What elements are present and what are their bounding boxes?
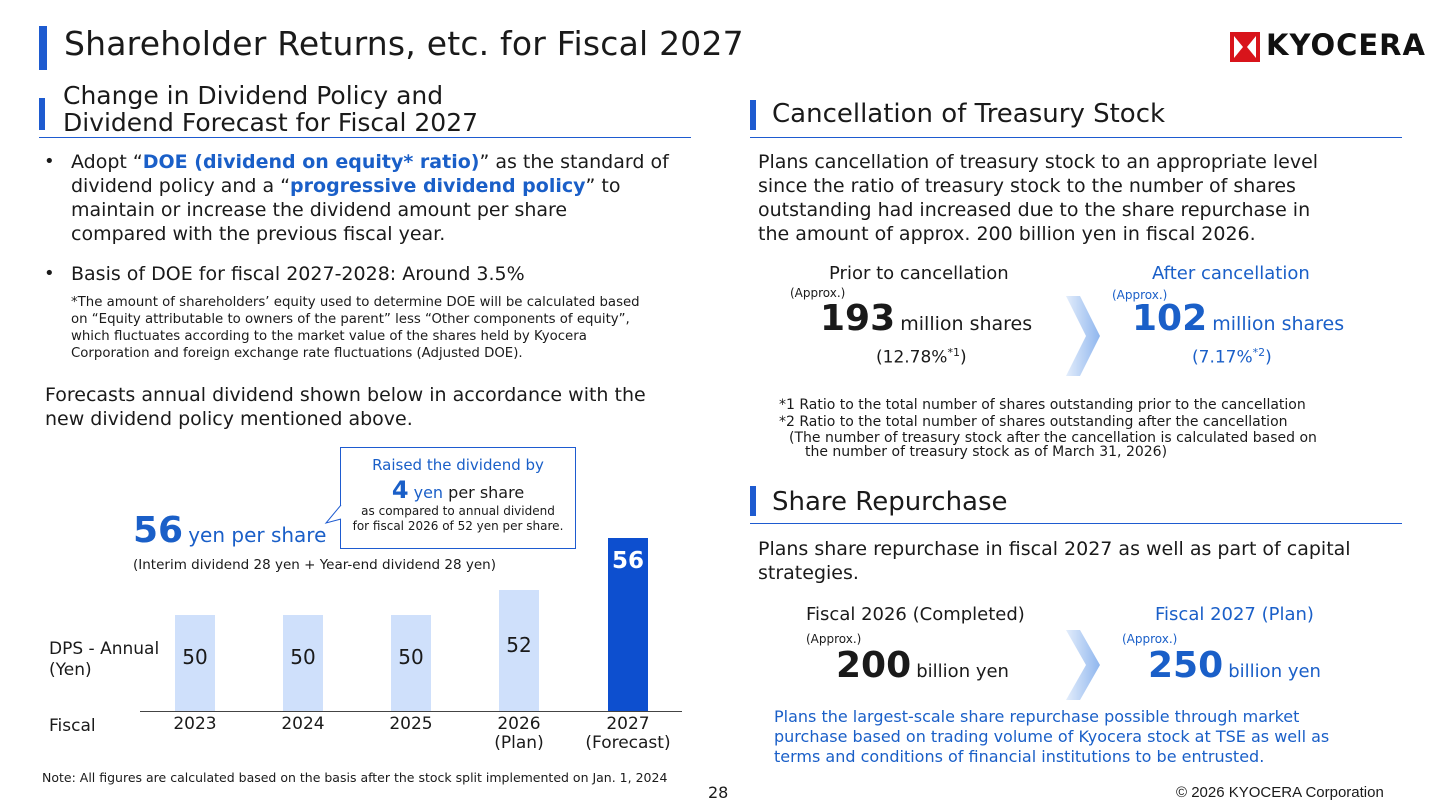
treasury-section-title: Cancellation of Treasury Stock (772, 99, 1166, 129)
fiscal-2027-approx: (Approx.) (1122, 632, 1178, 646)
row-label-fiscal: Fiscal (49, 716, 96, 736)
repurchase-paragraph: Plans share repurchase in fiscal 2027 as… (758, 538, 1351, 584)
bullet-doe-basis: Basis of DOE for fiscal 2027-2028: Aroun… (71, 263, 525, 285)
bar-value-2024: 50 (290, 645, 316, 669)
dividend-section-title: Change in Dividend Policy and Dividend F… (63, 81, 479, 137)
after-cancellation-label: After cancellation (1152, 263, 1310, 284)
repurchase-blue-note: Plans the largest-scale share repurchase… (774, 707, 1330, 766)
repurchase-arrow-icon (1066, 630, 1100, 700)
doe-footnote: *The amount of shareholders’ equity used… (71, 295, 640, 361)
after-shares-value: 102 million shares (1132, 298, 1345, 339)
dividend-accent-bar (39, 98, 45, 130)
bar-2025 (391, 615, 431, 711)
tick-label-2026: 2026 (Plan) (494, 714, 544, 753)
prior-shares-value: 193 million shares (820, 298, 1033, 339)
fiscal-2026-label: Fiscal 2026 (Completed) (806, 604, 1025, 625)
bar-2026 (499, 589, 539, 711)
forecast-text: Forecasts annual dividend shown below in… (45, 384, 646, 430)
bullet-dot-1: • (44, 151, 55, 172)
dividend-section-rule (39, 137, 691, 138)
treasury-section-rule (750, 137, 1402, 138)
kyocera-logo-text: KYOCERA (1266, 28, 1426, 62)
bar-2027 (608, 538, 648, 711)
prior-approx: (Approx.) (790, 286, 846, 300)
fiscal-2027-value: 250 billion yen (1148, 645, 1321, 686)
page-number: 28 (708, 783, 729, 802)
bar-value-2025: 50 (398, 645, 424, 669)
chart-baseline (140, 711, 682, 712)
kyocera-logo: KYOCERA (1230, 28, 1425, 62)
dividend-raise-callout: Raised the dividend by 4 yen per share a… (340, 447, 576, 549)
treasury-accent-bar (750, 100, 756, 130)
copyright: © 2026 KYOCERA Corporation (1176, 784, 1384, 801)
repurchase-accent-bar (750, 486, 756, 516)
tick-label-2024: 2024 (281, 714, 325, 734)
treasury-arrow-icon (1066, 296, 1100, 376)
tick-label-2027: 2027 (Forecast) (585, 714, 671, 753)
after-ratio: (7.17%*2) (1192, 346, 1272, 368)
bar-value-2027: 56 (611, 548, 644, 574)
page-title: Shareholder Returns, etc. for Fiscal 202… (64, 24, 744, 63)
bullet-dividend-policy: Adopt “DOE (dividend on equity* ratio)” … (71, 151, 669, 245)
kyocera-logo-icon (1230, 32, 1260, 62)
after-approx: (Approx.) (1112, 288, 1168, 302)
tick-label-2023: 2023 (173, 714, 217, 734)
repurchase-section-rule (750, 523, 1402, 524)
treasury-paragraph: Plans cancellation of treasury stock to … (758, 151, 1319, 245)
headline-dividend: 56 yen per share (133, 510, 327, 551)
repurchase-section-title: Share Repurchase (772, 487, 1008, 517)
row-label-dps: DPS - Annual (Yen) (49, 639, 160, 680)
fiscal-2027-label: Fiscal 2027 (Plan) (1155, 604, 1314, 625)
bar-value-2023: 50 (182, 645, 208, 669)
bar-2024 (283, 615, 323, 711)
prior-cancellation-label: Prior to cancellation (829, 263, 1009, 284)
title-accent-bar (39, 26, 47, 70)
fiscal-2026-approx: (Approx.) (806, 632, 862, 646)
dps-bar-chart: 50 2023 50 2024 50 2025 52 2026 (Plan) 56 2027 (For… (140, 530, 682, 760)
bullet-dot-2: • (44, 263, 55, 284)
chart-footnote: Note: All figures are calculated based o… (42, 770, 668, 785)
treasury-notes: *1 Ratio to the total number of shares o… (779, 397, 1317, 460)
headline-dividend-sub: (Interim dividend 28 yen + Year-end divi… (133, 557, 496, 573)
prior-ratio: (12.78%*1) (876, 346, 967, 368)
fiscal-2026-value: 200 billion yen (836, 645, 1009, 686)
bar-value-2026: 52 (506, 633, 532, 657)
callout-pointer (324, 505, 342, 524)
bar-2023 (175, 615, 215, 711)
tick-label-2025: 2025 (389, 714, 433, 734)
